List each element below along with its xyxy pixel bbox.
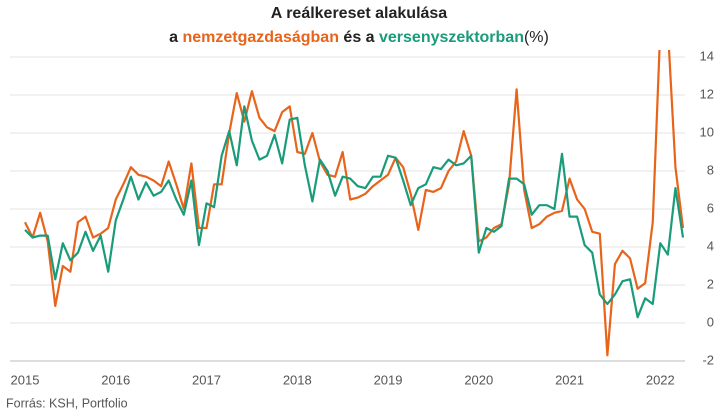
y-tick-label: 12	[700, 86, 714, 101]
plot-area	[24, 50, 685, 357]
chart-subtitle: a nemzetgazdaságban és a versenyszektorb…	[169, 29, 549, 46]
subtitle-part: és a	[339, 29, 379, 46]
x-tick-label: 2016	[101, 372, 130, 387]
series-line	[24, 50, 685, 357]
y-tick-label: 8	[707, 162, 714, 177]
chart-title: A reálkereset alakulása	[271, 5, 448, 22]
x-tick-label: 2020	[464, 372, 493, 387]
grid	[10, 56, 685, 362]
y-tick-label: 4	[707, 238, 714, 253]
x-tick-label: 2018	[283, 372, 312, 387]
y-tick-label: 10	[700, 124, 714, 139]
y-tick-label: -2	[702, 352, 714, 367]
series-line	[24, 105, 685, 319]
x-tick-label: 2022	[646, 372, 675, 387]
subtitle-part: a	[169, 29, 182, 46]
subtitle-part: (%)	[524, 29, 549, 46]
legend-entry: nemzetgazdaságban	[182, 29, 338, 46]
y-tick-label: 14	[700, 48, 714, 63]
x-tick-label: 2017	[192, 372, 221, 387]
y-tick-label: 6	[707, 200, 714, 215]
y-tick-label: 2	[707, 276, 714, 291]
legend-entry: versenyszektorban	[379, 29, 524, 46]
source: Forrás: KSH, Portfolio	[6, 396, 128, 410]
x-tick-label: 2019	[374, 372, 403, 387]
x-tick-label: 2015	[11, 372, 40, 387]
x-tick-label: 2021	[555, 372, 584, 387]
y-tick-label: 0	[707, 314, 714, 329]
